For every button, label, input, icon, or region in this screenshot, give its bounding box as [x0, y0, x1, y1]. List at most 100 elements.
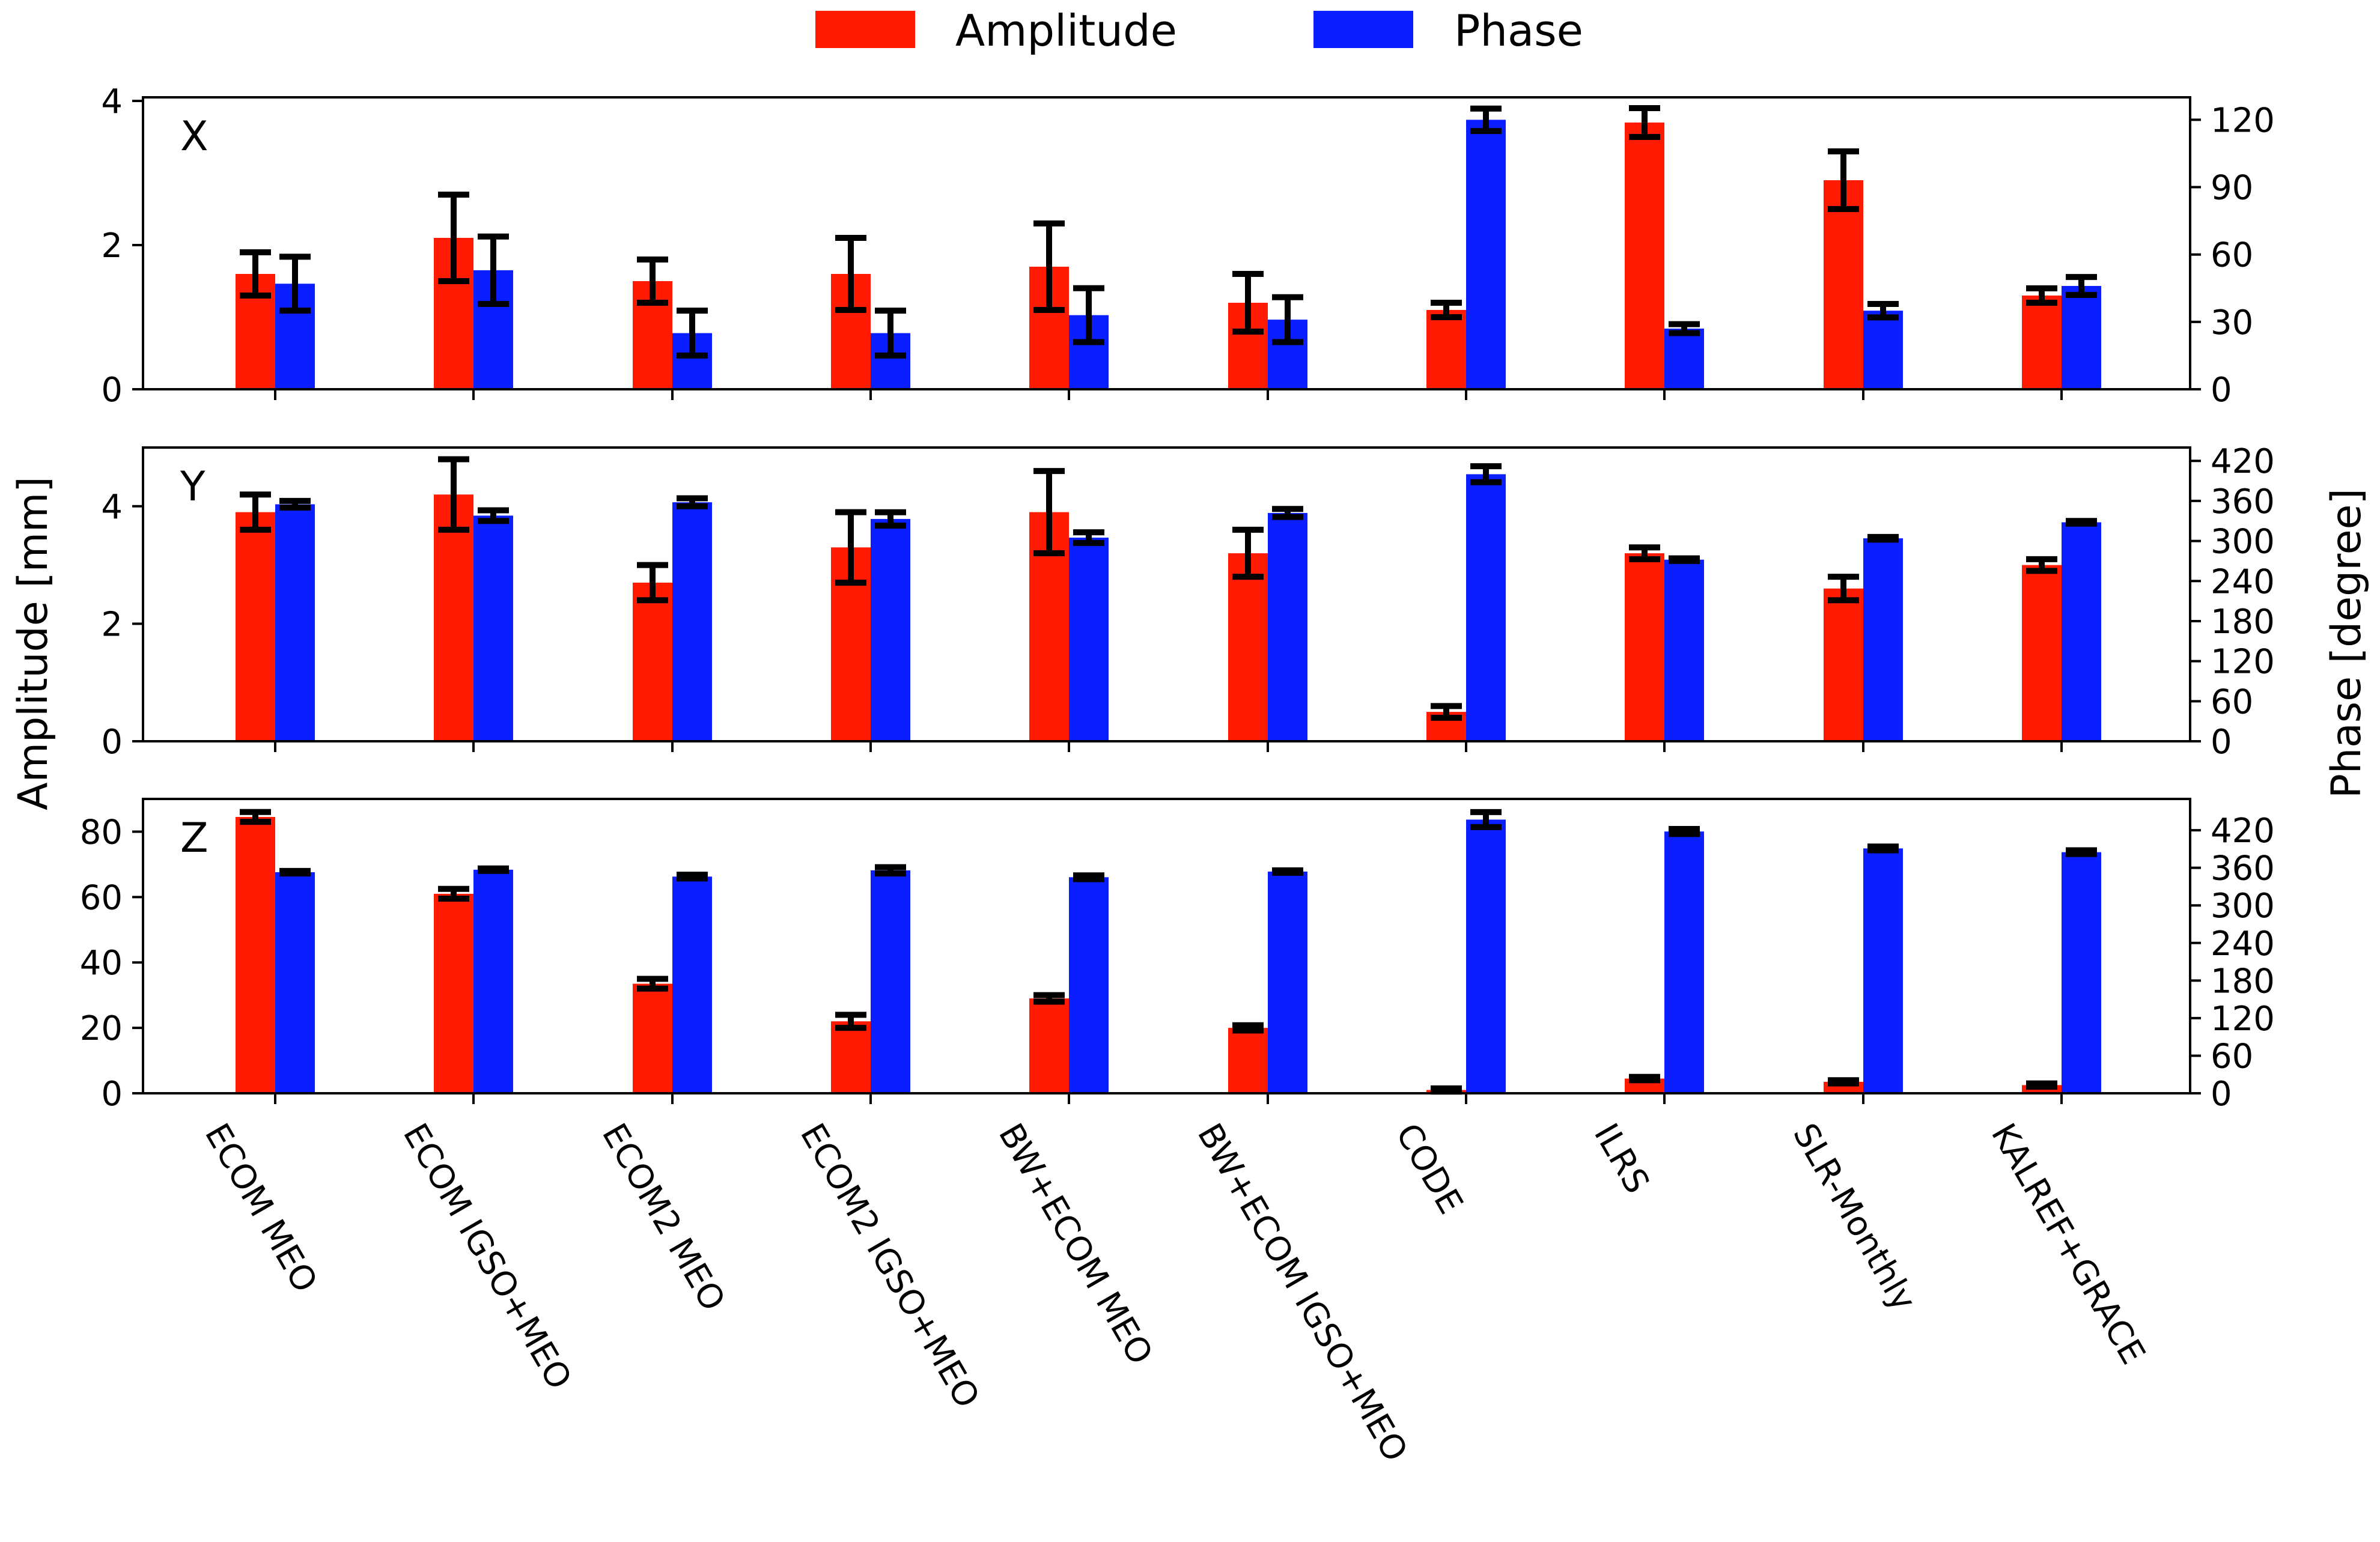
right-tick-label-y-180: 180 — [2211, 603, 2275, 642]
errorbar-amplitude-x-5 — [1232, 271, 1264, 335]
left-tick-label-z-0: 0 — [101, 1075, 123, 1114]
x-category-label-0: ECOM MEO — [197, 1117, 325, 1299]
errorbar-phase-z-7 — [1669, 826, 1700, 837]
bar-phase-y-7 — [1664, 559, 1704, 741]
bar-phase-y-2 — [672, 502, 712, 741]
errorbar-phase-y-0 — [279, 497, 311, 511]
errorbar-phase-y-7 — [1669, 555, 1700, 564]
legend-swatch-amplitude — [815, 11, 915, 48]
bar-phase-x-7 — [1664, 329, 1704, 389]
panel-x: 0 2 4 0 30 60 90 120 X — [101, 82, 2275, 410]
bar-phase-z-5 — [1268, 871, 1307, 1093]
bar-phase-x-9 — [2062, 286, 2101, 389]
bar-amplitude-x-7 — [1625, 123, 1664, 389]
bar-phase-y-6 — [1466, 474, 1506, 741]
errorbar-phase-z-0 — [279, 867, 311, 877]
legend-label-phase: Phase — [1454, 5, 1583, 56]
errorbar-phase-x-2 — [677, 308, 708, 359]
bar-phase-z-6 — [1466, 819, 1506, 1093]
errorbar-amplitude-x-0 — [240, 249, 271, 299]
errorbar-amplitude-y-7 — [1629, 544, 1660, 562]
errorbar-phase-z-5 — [1272, 867, 1303, 876]
right-tick-label-x-0: 0 — [2211, 371, 2232, 410]
errorbar-phase-z-6 — [1470, 809, 1502, 830]
errorbar-phase-x-1 — [478, 233, 509, 307]
left-tick-label-x-0: 0 — [101, 371, 123, 410]
errorbar-phase-y-8 — [1867, 533, 1899, 543]
bar-phase-z-9 — [2062, 852, 2101, 1093]
right-tick-label-x-60: 60 — [2211, 236, 2253, 275]
panel-label-x: X — [180, 113, 208, 160]
left-tick-label-x-2: 2 — [101, 226, 123, 266]
y-axis-title-right: Phase [degree] — [2323, 488, 2370, 798]
left-tick-label-z-40: 40 — [80, 944, 123, 983]
errorbar-phase-y-4 — [1073, 529, 1104, 546]
x-category-label-3: ECOM2 IGSO+MEO — [793, 1117, 987, 1415]
panel-label-y: Y — [180, 463, 205, 511]
errorbar-amplitude-y-8 — [1828, 574, 1859, 604]
right-tick-label-y-420: 420 — [2211, 442, 2275, 481]
errorbar-phase-y-2 — [677, 495, 708, 509]
errorbar-amplitude-z-5 — [1232, 1022, 1264, 1034]
right-tick-label-x-90: 90 — [2211, 169, 2253, 208]
bar-amplitude-z-5 — [1228, 1028, 1268, 1093]
bar-amplitude-y-7 — [1625, 553, 1664, 741]
bar-phase-z-7 — [1664, 831, 1704, 1093]
errorbar-phase-x-6 — [1470, 105, 1502, 135]
errorbar-amplitude-x-1 — [438, 192, 469, 284]
bar-phase-y-4 — [1069, 538, 1109, 741]
bar-phase-z-1 — [473, 869, 513, 1093]
right-tick-label-z-240: 240 — [2211, 924, 2275, 964]
x-category-label-9: KALREF+GRACE — [1983, 1117, 2153, 1371]
x-category-label-2: ECOM2 MEO — [594, 1117, 732, 1318]
bar-phase-y-1 — [473, 515, 513, 741]
errorbar-amplitude-y-2 — [637, 562, 668, 604]
errorbar-amplitude-x-6 — [1431, 300, 1462, 320]
errorbar-phase-y-1 — [478, 507, 509, 524]
bar-phase-y-8 — [1863, 538, 1903, 741]
plot-frame-z — [142, 798, 2191, 1094]
bar-amplitude-z-3 — [831, 1021, 871, 1093]
legend-label-amplitude: Amplitude — [955, 5, 1177, 56]
right-tick-label-y-60: 60 — [2211, 682, 2253, 721]
errorbar-amplitude-y-3 — [835, 509, 866, 586]
errorbar-phase-x-7 — [1669, 321, 1700, 336]
left-tick-label-z-60: 60 — [80, 878, 123, 917]
errorbar-amplitude-x-3 — [835, 235, 866, 313]
plot-frame-x — [142, 96, 2191, 390]
errorbar-phase-y-9 — [2066, 518, 2097, 527]
bar-amplitude-y-8 — [1824, 588, 1863, 741]
errorbar-phase-x-9 — [2066, 274, 2097, 298]
bar-phase-z-0 — [275, 872, 315, 1093]
errorbar-phase-z-4 — [1073, 872, 1104, 882]
right-tick-label-y-300: 300 — [2211, 523, 2275, 562]
bar-phase-z-4 — [1069, 877, 1109, 1093]
errorbar-amplitude-x-8 — [1828, 148, 1859, 212]
errorbar-amplitude-y-5 — [1232, 526, 1264, 580]
bar-phase-y-9 — [2062, 522, 2101, 741]
left-tick-label-y-0: 0 — [101, 723, 123, 762]
errorbar-amplitude-y-9 — [2026, 556, 2057, 574]
errorbar-amplitude-z-9 — [2026, 1080, 2057, 1090]
errorbar-phase-y-5 — [1272, 506, 1303, 520]
right-tick-label-y-360: 360 — [2211, 482, 2275, 521]
errorbar-amplitude-x-2 — [637, 256, 668, 306]
x-category-label-8: SLR-Monthly — [1785, 1117, 1923, 1318]
panel-label-z: Z — [180, 815, 208, 862]
plot-frame-y — [142, 446, 2191, 742]
bar-phase-x-6 — [1466, 120, 1506, 389]
errorbar-amplitude-z-0 — [240, 809, 271, 825]
bar-phase-z-8 — [1863, 848, 1903, 1093]
errorbar-amplitude-y-6 — [1431, 703, 1462, 721]
right-tick-label-z-180: 180 — [2211, 962, 2275, 1001]
legend: Amplitude Phase — [815, 5, 1583, 56]
errorbar-phase-x-3 — [875, 308, 906, 359]
left-tick-label-y-4: 4 — [101, 488, 123, 527]
bar-phase-x-8 — [1863, 311, 1903, 389]
bar-amplitude-z-0 — [236, 816, 275, 1093]
errorbar-amplitude-z-3 — [835, 1012, 866, 1031]
left-tick-label-z-20: 20 — [80, 1009, 123, 1048]
bar-amplitude-y-0 — [236, 512, 275, 741]
right-tick-label-y-120: 120 — [2211, 643, 2275, 682]
